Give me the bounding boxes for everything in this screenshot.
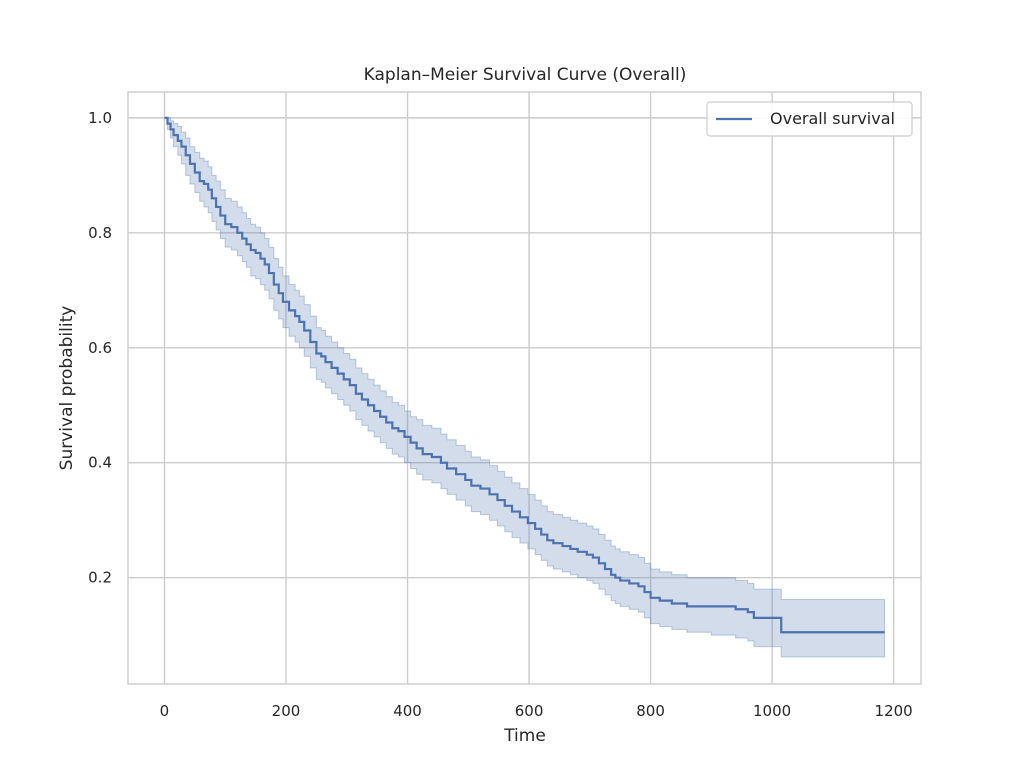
x-tick-labels: 0 200 400 600 800 1000 1200 — [160, 702, 913, 720]
y-tick-labels: 0.2 0.4 0.6 0.8 1.0 — [88, 109, 112, 587]
y-axis-label: Survival probability — [57, 306, 77, 471]
y-tick-label: 0.6 — [88, 339, 112, 357]
legend-box — [706, 101, 913, 137]
x-tick-label: 0 — [160, 702, 170, 720]
confidence-band-layer — [164, 117, 886, 658]
y-tick-label: 0.2 — [88, 569, 112, 587]
x-axis-label: Time — [503, 726, 546, 746]
x-tick-label: 800 — [636, 702, 665, 720]
x-tick-label: 400 — [393, 702, 422, 720]
y-tick-label: 1.0 — [88, 109, 112, 127]
y-tick-label: 0.4 — [88, 454, 112, 472]
legend-label-overall-survival: Overall survival — [770, 109, 895, 128]
x-tick-label: 1200 — [875, 702, 913, 720]
survival-line — [164, 116, 885, 634]
y-tick-label: 0.8 — [88, 224, 112, 242]
plot-frame — [127, 91, 922, 685]
x-tick-label: 1000 — [753, 702, 791, 720]
survival-line-layer — [164, 116, 885, 634]
x-tick-label: 200 — [272, 702, 301, 720]
legend: Overall survival — [706, 101, 913, 137]
chart-title: Kaplan–Meier Survival Curve (Overall) — [364, 65, 687, 85]
grid-lines — [128, 92, 921, 684]
x-tick-label: 600 — [515, 702, 544, 720]
confidence-band — [164, 117, 886, 658]
